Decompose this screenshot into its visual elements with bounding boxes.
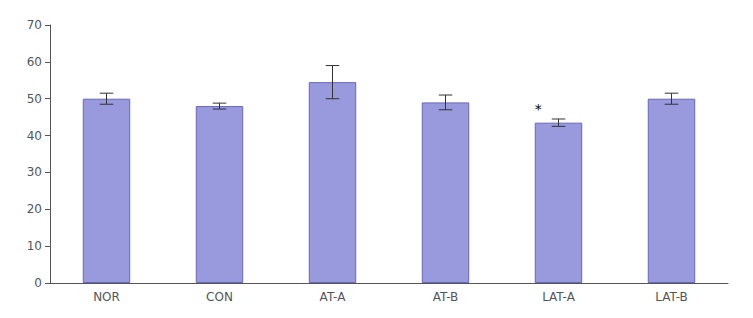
svg-text:10: 10 [27, 239, 42, 253]
svg-text:AT-B: AT-B [433, 290, 459, 304]
svg-text:AT-A: AT-A [320, 290, 347, 304]
svg-text:NOR: NOR [93, 290, 120, 304]
svg-text:0: 0 [34, 276, 42, 290]
svg-text:70: 70 [27, 18, 42, 32]
svg-text:40: 40 [27, 129, 42, 143]
svg-text:LAT-B: LAT-B [655, 290, 688, 304]
svg-text:30: 30 [27, 165, 42, 179]
svg-text:20: 20 [27, 202, 42, 216]
svg-text:CON: CON [206, 290, 233, 304]
svg-text:60: 60 [27, 55, 42, 69]
svg-text:50: 50 [27, 92, 42, 106]
svg-text:*: * [535, 101, 542, 117]
svg-text:LAT-A: LAT-A [542, 290, 576, 304]
